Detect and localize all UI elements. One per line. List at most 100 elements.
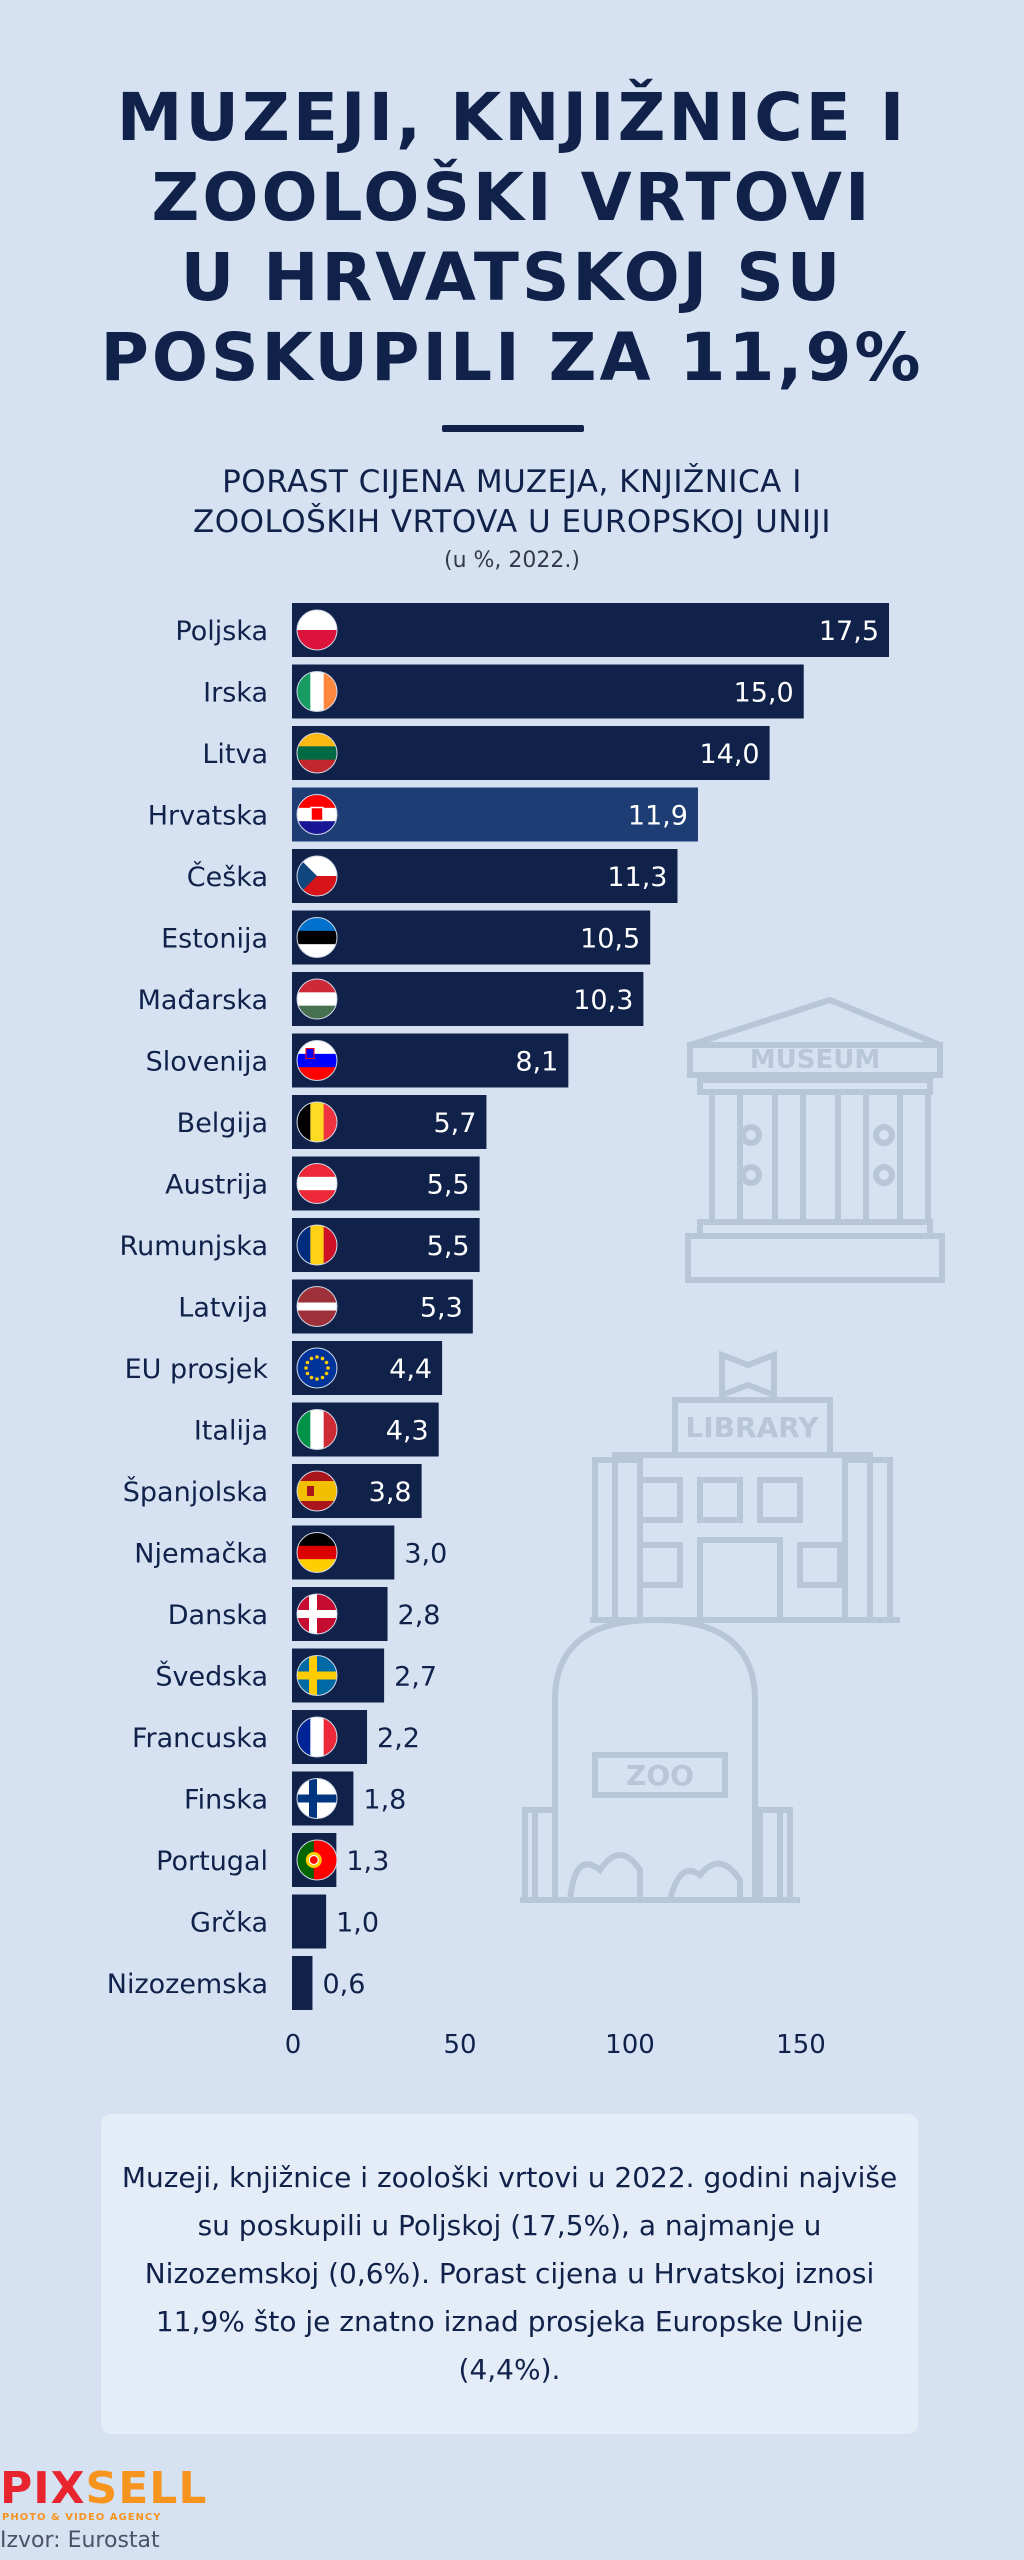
- pixsell-logo: PIXSELL: [0, 2466, 207, 2512]
- estonia-flag-icon: [296, 917, 338, 958]
- bar-row: EU prosjek 4,4: [125, 1341, 443, 1395]
- bar-row: Irska 15,0: [203, 664, 804, 719]
- bar-row: Mađarska 10,3: [138, 972, 644, 1026]
- bar-row: Hrvatska 11,9: [148, 787, 698, 842]
- bar-row: Danska 2,8: [168, 1587, 440, 1641]
- title-line-2: ZOOLOŠKI VRTOVI: [151, 159, 873, 236]
- category-label: Švedska: [155, 1661, 268, 1693]
- value-label: 1,3: [346, 1846, 389, 1877]
- bar: [292, 1956, 313, 2010]
- value-label: 1,8: [363, 1785, 406, 1816]
- bar-chart: Poljska 17,5 Irska 15,0 Litva 14,0 Hrvatska 11,…: [107, 603, 889, 2060]
- museum-icon: MUSEUM: [685, 996, 945, 1283]
- category-label: Litva: [202, 739, 268, 770]
- category-label: Češka: [187, 861, 268, 893]
- value-label: 5,3: [420, 1293, 463, 1324]
- category-label: Rumunjska: [120, 1231, 268, 1262]
- category-label: EU prosjek: [125, 1354, 269, 1385]
- belgium-flag-icon: [296, 1101, 338, 1143]
- value-label: 2,7: [394, 1662, 437, 1693]
- chart-unit-note: (u %, 2022.): [444, 548, 580, 573]
- library-label: LIBRARY: [685, 1411, 819, 1444]
- category-label: Nizozemska: [107, 1969, 268, 2000]
- portugal-flag-icon: [296, 1839, 338, 1881]
- latvia-flag-icon: [296, 1286, 338, 1327]
- category-label: Belgija: [177, 1108, 268, 1139]
- chart-subtitle: PORAST CIJENA MUZEJA, KNJIŽNICA I ZOOLOŠ…: [0, 462, 1024, 542]
- category-label: Poljska: [175, 616, 268, 647]
- bar: [292, 664, 804, 719]
- slovenia-flag-icon: [296, 1040, 338, 1081]
- germany-flag-icon: [296, 1532, 338, 1573]
- category-label: Danska: [168, 1600, 268, 1631]
- bar-row: Rumunjska 5,5: [120, 1218, 480, 1272]
- logo-part-1: PIX: [0, 2463, 86, 2514]
- hungary-flag-icon: [296, 978, 338, 1020]
- value-label: 5,7: [433, 1108, 476, 1139]
- bar-row: Švedska 2,7: [155, 1648, 437, 1703]
- bar-row: Nizozemska 0,6: [107, 1956, 365, 2010]
- bar-row: Litva 14,0: [202, 726, 770, 780]
- lithuania-flag-icon: [296, 732, 338, 774]
- ireland-flag-icon: [296, 671, 338, 712]
- category-label: Latvija: [178, 1293, 268, 1324]
- bar-row: Italija 4,3: [194, 1402, 439, 1457]
- museum-label: MUSEUM: [750, 1045, 880, 1075]
- value-label: 17,5: [819, 616, 879, 647]
- sweden-flag-icon: [296, 1655, 338, 1696]
- bar-row: Finska 1,8: [184, 1771, 406, 1826]
- category-label: Slovenija: [146, 1047, 268, 1078]
- bar: [292, 726, 770, 780]
- value-label: 4,3: [386, 1416, 429, 1447]
- value-label: 8,1: [515, 1047, 558, 1078]
- spain-flag-icon: [296, 1470, 338, 1512]
- value-label: 11,3: [607, 862, 667, 893]
- category-label: Italija: [194, 1416, 268, 1447]
- source-note: Izvor: Eurostat: [0, 2528, 160, 2553]
- finland-flag-icon: [296, 1778, 338, 1819]
- value-label: 5,5: [427, 1231, 470, 1262]
- bar-row: Estonija 10,5: [161, 910, 651, 965]
- romania-flag-icon: [296, 1224, 338, 1266]
- summary-text: Muzeji, knjižnice i zoološki vrtovi u 20…: [121, 2161, 898, 2386]
- france-flag-icon: [296, 1716, 338, 1758]
- bar: [292, 910, 651, 965]
- value-label: 10,5: [580, 924, 640, 955]
- value-label: 5,5: [427, 1170, 470, 1201]
- category-label: Njemačka: [134, 1539, 268, 1570]
- value-label: 10,3: [573, 985, 633, 1016]
- title-line-1: MUZEJI, KNJIŽNICE I: [116, 79, 908, 156]
- bar-row: Poljska 17,5: [175, 603, 889, 657]
- bar-row: Francuska 2,2: [132, 1710, 420, 1764]
- czechia-flag-icon: [296, 855, 338, 897]
- title-divider: [442, 425, 584, 432]
- category-label: Grčka: [190, 1908, 268, 1939]
- category-label: Estonija: [161, 924, 268, 955]
- bar-row: Portugal 1,3: [156, 1833, 389, 1887]
- bar-row: Grčka 1,0: [190, 1894, 379, 1949]
- x-tick-label: 150: [776, 2030, 826, 2060]
- category-label: Austrija: [165, 1170, 268, 1201]
- value-label: 15,0: [734, 678, 794, 709]
- value-label: 11,9: [628, 801, 688, 832]
- bar-row: Austrija 5,5: [165, 1156, 480, 1211]
- zoo-gate-icon: ZOO: [520, 1616, 800, 1903]
- bar: [292, 1894, 327, 1949]
- title-line-3: U HRVATSKOJ SU: [180, 239, 844, 316]
- title-line-4: POSKUPILI ZA 11,9%: [100, 319, 924, 396]
- illustrations: MUSEUM LIBRARY ZOO: [520, 996, 945, 1903]
- value-label: 14,0: [699, 739, 759, 770]
- zoo-label: ZOO: [626, 1759, 694, 1792]
- bar-row: Španjolska 3,8: [123, 1464, 422, 1518]
- value-label: 1,0: [336, 1908, 379, 1939]
- eu-flag-icon: [296, 1347, 338, 1389]
- bar-row: Belgija 5,7: [177, 1095, 487, 1149]
- value-label: 4,4: [389, 1354, 432, 1385]
- bar-highlight: [292, 787, 698, 842]
- bar-row: Češka 11,3: [187, 849, 678, 903]
- bar-row: Njemačka 3,0: [134, 1525, 447, 1580]
- austria-flag-icon: [296, 1163, 338, 1204]
- croatia-flag-icon: [296, 794, 338, 835]
- category-label: Portugal: [156, 1846, 268, 1877]
- value-label: 0,6: [322, 1969, 365, 2000]
